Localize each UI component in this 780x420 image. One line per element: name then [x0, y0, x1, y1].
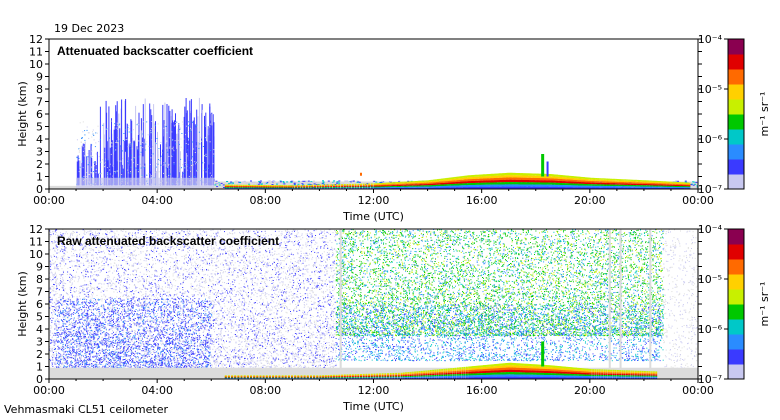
y-axis-label: Height (km)	[16, 271, 29, 337]
x-tick-label: 00:00	[33, 194, 65, 207]
y-axis-label: Height (km)	[16, 81, 29, 147]
colorbar-tick-label: 10⁻⁴	[698, 33, 723, 46]
colorbar-swatch	[728, 244, 744, 260]
colorbar-tick-label: 10⁻⁶	[698, 133, 723, 146]
colorbar-tick-label: 10⁻⁷	[698, 183, 722, 196]
y-tick-label: 7	[36, 96, 43, 109]
y-tick-label: 2	[36, 158, 43, 171]
x-axis-label: Time (UTC)	[342, 210, 404, 223]
y-tick-label: 1	[36, 171, 43, 184]
x-tick-label: 16:00	[466, 194, 498, 207]
colorbar-swatch	[728, 129, 744, 145]
x-tick-label: 00:00	[33, 384, 65, 397]
colorbar-tick-label: 10⁻⁵	[698, 83, 722, 96]
date-label: 19 Dec 2023	[54, 22, 124, 35]
colorbar-swatch	[728, 289, 744, 305]
x-tick-label: 20:00	[574, 194, 606, 207]
colorbar-swatch	[728, 334, 744, 350]
colorbar-tick-label: 10⁻⁶	[698, 323, 723, 336]
x-tick-label: 16:00	[466, 384, 498, 397]
y-tick-label: 9	[36, 261, 43, 274]
y-tick-label: 3	[36, 336, 43, 349]
colorbar-swatch	[728, 319, 744, 335]
colorbar-swatch	[728, 259, 744, 275]
y-tick-label: 3	[36, 146, 43, 159]
y-tick-label: 4	[36, 323, 43, 336]
heatmap-image	[49, 39, 698, 189]
colorbar-swatch	[728, 69, 744, 85]
colorbar-label: m⁻¹ sr⁻¹	[758, 92, 771, 137]
y-tick-label: 2	[36, 348, 43, 361]
colorbar-swatch	[728, 144, 744, 160]
colorbar-frame	[727, 228, 745, 380]
y-tick-label: 4	[36, 133, 43, 146]
heatmap-image	[49, 229, 698, 379]
y-tick-label: 6	[36, 298, 43, 311]
x-tick-label: 08:00	[249, 194, 281, 207]
panel-title: Raw attenuated backscatter coefficient	[57, 234, 279, 248]
colorbar-swatch	[728, 84, 744, 100]
y-tick-label: 1	[36, 361, 43, 374]
x-tick-label: 04:00	[141, 194, 173, 207]
colorbar-swatch	[728, 349, 744, 365]
colorbar-swatch	[728, 364, 744, 380]
colorbar-frame	[727, 38, 745, 190]
colorbar-swatch	[728, 174, 744, 190]
panel-title: Attenuated backscatter coefficient	[57, 44, 253, 58]
y-tick-label: 12	[29, 223, 43, 236]
colorbar-swatch	[728, 99, 744, 115]
colorbar-tick-label: 10⁻⁷	[698, 373, 722, 386]
x-tick-label: 00:00	[682, 384, 714, 397]
colorbar-swatch	[728, 304, 744, 320]
x-axis-label: Time (UTC)	[342, 400, 404, 413]
y-tick-label: 5	[36, 121, 43, 134]
y-tick-label: 11	[29, 236, 43, 249]
colorbar-tick-label: 10⁻⁵	[698, 273, 722, 286]
y-tick-label: 6	[36, 108, 43, 121]
x-tick-label: 12:00	[358, 384, 390, 397]
colorbar-swatch	[728, 39, 744, 55]
y-tick-label: 9	[36, 71, 43, 84]
colorbar-swatch	[728, 54, 744, 70]
y-tick-label: 0	[36, 183, 43, 196]
colorbar-swatch	[728, 229, 744, 245]
colorbar-swatch	[728, 274, 744, 290]
y-tick-label: 10	[29, 248, 43, 261]
y-tick-label: 10	[29, 58, 43, 71]
colorbar-swatch	[728, 159, 744, 175]
colorbar: 10⁻⁴ 10⁻⁵ 10⁻⁶ 10⁻⁷ m⁻¹ sr⁻¹	[698, 33, 771, 196]
colorbar: 10⁻⁴ 10⁻⁵ 10⁻⁶ 10⁻⁷ m⁻¹ sr⁻¹	[698, 223, 771, 386]
x-tick-label: 08:00	[249, 384, 281, 397]
instrument-label: Vehmasmaki CL51 ceilometer	[4, 403, 169, 416]
y-tick-label: 5	[36, 311, 43, 324]
colorbar-tick-label: 10⁻⁴	[698, 223, 723, 236]
y-tick-label: 0	[36, 373, 43, 386]
y-tick-label: 8	[36, 83, 43, 96]
x-tick-label: 12:00	[358, 194, 390, 207]
x-tick-label: 04:00	[141, 384, 173, 397]
x-tick-label: 00:00	[682, 194, 714, 207]
y-tick-label: 7	[36, 286, 43, 299]
y-tick-label: 8	[36, 273, 43, 286]
colorbar-label: m⁻¹ sr⁻¹	[758, 282, 771, 327]
y-tick-label: 12	[29, 33, 43, 46]
x-tick-label: 20:00	[574, 384, 606, 397]
y-tick-label: 11	[29, 46, 43, 59]
colorbar-swatch	[728, 114, 744, 130]
